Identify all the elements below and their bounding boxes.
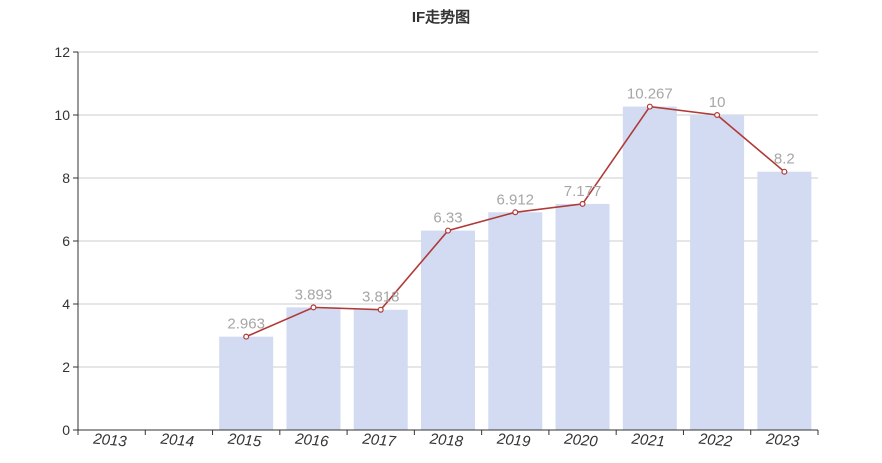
bar [488,212,543,430]
chart-title: IF走势图 [411,9,471,26]
y-tick-label: 6 [62,233,70,249]
line-point [646,103,653,110]
y-tick-label: 2 [62,359,70,375]
bar [353,309,408,430]
x-tick-label: 2020 [563,431,599,451]
x-tick-label: 2013 [92,431,128,451]
x-tick-label: 2018 [428,431,464,451]
x-tick-label: 2015 [226,431,262,451]
line-point [714,111,721,118]
x-axis-ticks: 2013 2014 2015 2016 2017 2018 2019 2020 2021 2022… [77,430,819,451]
data-label: 10.267 [627,86,673,103]
bar [421,230,475,430]
data-labels: 2.963 3.893 3.818 6.33 6.912 7.177 10.267 10 8.2 [227,86,794,333]
bar [219,336,274,430]
line-point [310,304,317,311]
x-tick-label: 2019 [495,431,531,451]
y-tick-label: 8 [62,170,70,186]
bar [757,171,812,430]
line-point [243,333,250,340]
bar [622,106,677,430]
y-tick-label: 10 [54,107,70,123]
y-tick-label: 12 [54,44,70,60]
x-tick-label: 2023 [764,431,800,451]
trend-line [243,103,788,340]
line-point [781,168,788,175]
line-point [512,209,519,216]
x-tick-label: 2016 [293,431,329,451]
data-label: 2.963 [227,316,265,333]
bar [690,115,745,430]
data-label: 7.177 [564,183,602,200]
data-label: 6.912 [496,191,534,208]
line-point [445,227,452,234]
data-label: 3.893 [295,286,333,303]
bar [286,307,341,430]
data-label: 8.2 [774,151,795,168]
data-label: 6.33 [433,210,462,227]
bar [555,203,610,430]
y-tick-label: 0 [62,422,70,438]
x-tick-label: 2014 [159,431,195,451]
x-tick-label: 2022 [697,431,733,451]
x-tick-label: 2021 [630,431,666,451]
bars [219,106,812,430]
line-point [579,200,586,207]
y-axis-ticks: 0 2 4 6 8 10 12 [54,44,78,438]
y-tick-label: 4 [62,296,70,312]
x-tick-label: 2017 [361,431,397,451]
line-point [377,306,384,313]
data-label: 10 [709,94,726,111]
data-label: 3.818 [362,289,400,306]
